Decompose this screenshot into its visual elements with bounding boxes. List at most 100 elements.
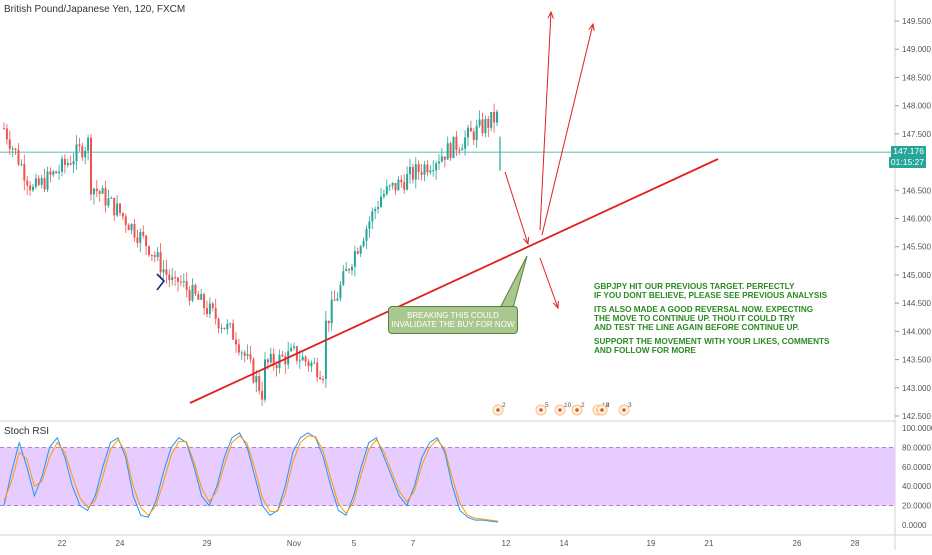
note-line: THE MOVE TO CONTINUE UP. THOU IT COULD T… [594,314,795,323]
candle-body [330,299,333,324]
candle-body [26,180,29,186]
last-price-tag: 147.176 [891,146,926,157]
candle-body [179,281,182,283]
candle-body [316,362,319,378]
candle-body [322,378,324,380]
candle-body [467,127,469,138]
callout-pointer [499,255,528,309]
candle-body [220,327,223,329]
candle-body [269,353,272,363]
candle-body [496,111,498,123]
candle-body [58,171,61,174]
candle-body [301,356,304,361]
candle-body [409,166,411,175]
candle-body [63,158,66,165]
candle-body [116,203,119,216]
candle-body [29,185,32,191]
candle-body [443,156,446,160]
candle-body [148,246,150,255]
event-marker-label: 10 [564,402,572,409]
candle-body [414,164,417,180]
candle-body [258,376,261,392]
candle-body [380,196,382,207]
rsi-series-line [3,432,499,523]
candle-body [98,191,101,194]
candle-body [208,303,211,315]
candle-body [246,354,249,356]
candle-body [264,359,266,400]
candle-body [435,163,438,171]
candle-body [365,228,368,241]
candle-body [255,376,258,383]
candle-body [481,119,484,134]
candle-body [327,320,330,324]
x-tick-label: 12 [502,539,511,548]
candle-body [235,339,237,345]
x-tick-label: 7 [411,539,416,548]
candle-body [313,362,316,364]
candle-body [382,194,385,197]
candle-body [469,127,472,132]
candle-body [20,164,23,166]
event-marker-label: 2 [502,402,506,409]
candle-body [191,284,194,301]
candle-body [5,128,8,140]
candle-body [107,198,110,206]
candle-body [66,163,69,165]
candle-body [130,223,133,231]
candle-body [446,143,449,160]
rsi-series-line [3,435,499,522]
event-marker-dot [622,408,626,412]
trendline [189,158,719,404]
candle-body [339,284,342,299]
forecast-arrow-line [539,257,559,309]
x-tick-label: 22 [58,539,67,548]
candle-body [40,178,43,185]
y-tick-label: 148.500 [902,73,931,82]
candle-body [406,174,409,190]
candle-body [23,164,26,181]
rsi-tick-label: 20.0000 [902,502,931,511]
event-marker-dot [575,408,579,412]
candle-body [385,186,388,195]
forecast-arrow-line [541,23,594,236]
forecast-arrow-head [523,236,530,246]
candle-body [37,178,40,185]
rsi-band [0,447,895,506]
event-marker-label: 18 [602,402,610,409]
candle-body [417,164,420,172]
rsi-tick-label: 80.0000 [902,443,931,452]
candle-body [452,136,455,159]
y-tick-label: 147.500 [902,130,931,139]
candle-body [142,231,145,236]
candle-body [237,344,240,353]
y-tick-label: 144.000 [902,327,931,336]
candle-body [478,119,481,126]
candle-body [32,186,34,191]
event-marker-dot [600,408,604,412]
candle-body [75,144,78,161]
candle-body [174,277,177,279]
candle-body [472,131,475,141]
candle-body [171,277,174,280]
candle-body [272,353,275,366]
forecast-arrow-line [539,11,552,231]
candle-body [3,128,5,130]
candle-body [110,197,113,199]
candle-body [348,269,351,271]
candle-body [362,240,365,247]
candle-body [374,209,377,212]
candle-body [139,231,142,243]
candle-body [145,235,148,247]
candle-body [52,171,55,175]
rsi-tick-label: 60.0000 [902,463,931,472]
note-line: IF YOU DONT BELIEVE, PLEASE SEE PREVIOUS… [594,291,828,300]
x-tick-label: 26 [793,539,802,548]
candle-body [136,237,139,243]
candle-body [411,166,414,180]
y-tick-label: 146.500 [902,186,931,195]
candle-body [81,145,84,158]
candle-body [226,323,229,330]
